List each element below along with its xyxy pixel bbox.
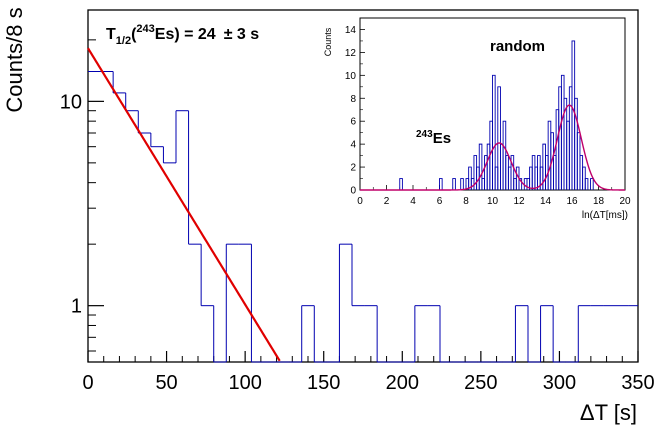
inset-histogram-bin [590, 178, 594, 190]
inset-x-axis-title: ln(ΔT[ms]) [582, 210, 628, 221]
inset-x-tick-label: 2 [384, 196, 390, 207]
inset-fit-curve [360, 104, 625, 191]
annotation-subscript: 1/2 [116, 35, 131, 47]
inset-y-tick-label: 14 [345, 25, 357, 36]
inset-histogram-bin [492, 74, 496, 190]
annotation-uncertainty: ± 3 s [224, 26, 260, 43]
x-tick-label: 50 [155, 372, 177, 394]
inset-label-random: random [490, 38, 545, 55]
inset-y-tick-label: 12 [345, 48, 357, 59]
inset-y-tick-label: 8 [350, 94, 356, 105]
inset-histogram-bin [497, 86, 501, 190]
annotation-isotope: Es) = 24 [155, 26, 216, 43]
inset-histogram [399, 40, 594, 190]
inset-x-tick-label: 4 [410, 196, 416, 207]
inset-y-tick-label: 6 [350, 117, 356, 128]
inset-label-es-superscript: 243 [416, 129, 433, 140]
x-tick-label: 150 [307, 372, 340, 394]
x-tick-label: 250 [464, 372, 497, 394]
inset-histogram-bin [439, 178, 443, 190]
inset-x-tick-label: 10 [487, 196, 499, 207]
inset-tick-labels: 0 2 4 6 8 10 12 14 16 18 20 0 2 4 6 8 10 12 14 [345, 25, 631, 207]
inset-y-axis-title: Counts [323, 27, 333, 56]
inset-x-tick-label: 16 [566, 196, 578, 207]
x-axis-title: ΔT [s] [580, 400, 637, 425]
main-fit-curve [87, 47, 281, 362]
inset-y-tick-label: 2 [350, 163, 356, 174]
x-tick-label: 100 [228, 372, 261, 394]
inset-label-es: 243Es [416, 129, 451, 147]
y-axis-title: Counts/8 s [2, 7, 27, 112]
annotation-prefix: T [106, 26, 116, 43]
inset-x-tick-label: 6 [437, 196, 443, 207]
x-tick-label: 0 [82, 372, 93, 394]
inset-histogram-bin [399, 178, 403, 190]
inset-histogram-bin [478, 143, 483, 190]
y-tick-label: 1 [71, 296, 82, 318]
inset-y-tick-label: 4 [350, 140, 356, 151]
inset-x-tick-label: 12 [513, 196, 525, 207]
inset-histogram-bin [518, 178, 523, 190]
main-histogram [88, 71, 638, 363]
inset-y-tick-label: 10 [345, 71, 357, 82]
inset-label-es-text: Es [433, 130, 451, 147]
half-life-annotation: T1/2(243Es) = 24 ± 3 s [106, 23, 259, 47]
inset-histogram-bin [510, 155, 515, 190]
y-tick-label: 10 [60, 91, 82, 113]
x-tick-label: 350 [621, 372, 654, 394]
inset-x-tick-label: 20 [619, 196, 631, 207]
inset-histogram-bin [584, 178, 589, 190]
inset-x-tick-label: 18 [593, 196, 605, 207]
inset-y-tick-label: 0 [350, 186, 356, 197]
annotation-open: ( [131, 26, 137, 43]
inset-histogram-bin [452, 178, 456, 190]
inset-x-tick-label: 0 [357, 196, 363, 207]
inset-x-tick-label: 8 [463, 196, 469, 207]
annotation-superscript: 243 [136, 23, 154, 35]
inset-histogram-bin [460, 178, 464, 190]
inset-x-tick-label: 14 [540, 196, 552, 207]
x-tick-label: 200 [386, 372, 419, 394]
main-axis-ticks [87, 39, 639, 362]
x-tick-label: 300 [543, 372, 576, 394]
